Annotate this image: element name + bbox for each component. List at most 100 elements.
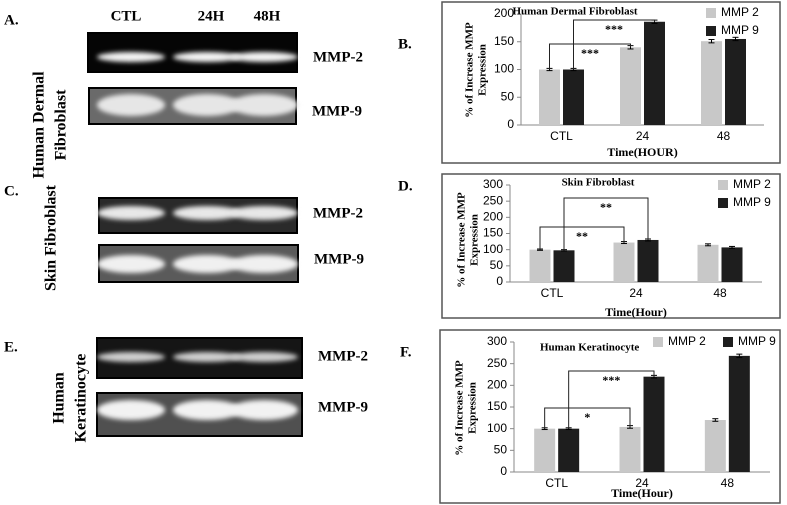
- x-tick-label: CTL: [545, 476, 568, 490]
- significance-bracket: [544, 407, 631, 429]
- bar: [728, 355, 750, 472]
- error-bar: [705, 243, 711, 247]
- y-tick-label: 100: [487, 421, 507, 435]
- error-bar: [736, 353, 743, 359]
- legend-label: MMP 2: [668, 334, 706, 348]
- legend-label: MMP 9: [733, 195, 771, 209]
- y-tick-label: 150: [487, 399, 507, 413]
- error-bar: [732, 36, 739, 42]
- y-tick-label: 150: [483, 226, 503, 240]
- error-bar: [708, 39, 715, 44]
- y-tick-label: 50: [490, 258, 504, 272]
- gel-band: [230, 255, 298, 273]
- gel-band: [97, 94, 165, 116]
- y-tick-label: 300: [487, 334, 507, 348]
- gel-band: [97, 52, 165, 62]
- x-tick-label: 48: [717, 129, 731, 143]
- x-tick-label: 24: [636, 129, 650, 143]
- legend-swatch: [718, 198, 728, 208]
- legend-swatch: [723, 337, 733, 347]
- gel-band: [173, 400, 241, 420]
- panel-label: C.: [4, 183, 19, 199]
- gel-band: [173, 206, 241, 220]
- cell-type-label: Skin Fibroblast: [43, 184, 60, 291]
- cell-type-label: Fibroblast: [53, 89, 70, 161]
- y-axis-label: Expression: [469, 214, 481, 266]
- gel-band: [173, 94, 241, 116]
- panel-label: A.: [4, 12, 19, 28]
- chart-frame: [441, 173, 781, 319]
- bar: [558, 428, 580, 472]
- bar: [539, 69, 560, 125]
- x-axis-label: Time(Hour): [605, 305, 667, 319]
- gel-band: [97, 352, 165, 362]
- gel-band: [97, 206, 165, 220]
- bar: [721, 247, 743, 282]
- gel-band: [173, 255, 241, 273]
- panel-label: F.: [400, 344, 412, 360]
- gel-band: [230, 206, 298, 220]
- y-tick-label: 300: [483, 177, 503, 191]
- panel-label: E.: [4, 339, 18, 355]
- band-label: MMP-2: [313, 49, 363, 65]
- significance-bracket: [549, 43, 631, 70]
- bar: [534, 428, 556, 472]
- band-label: MMP-9: [314, 251, 364, 267]
- significance-bracket: [573, 19, 655, 70]
- bar: [619, 426, 641, 472]
- y-axis-label: % of Increase MMP: [464, 22, 476, 118]
- gel-band: [230, 52, 298, 62]
- x-tick-label: 24: [635, 476, 649, 490]
- cell-type-label: Human Dermal: [31, 71, 48, 179]
- y-axis-label: % of Increase MMP: [454, 360, 466, 456]
- x-tick-label: CTL: [541, 286, 564, 300]
- y-tick-label: 50: [494, 443, 508, 457]
- bar: [563, 69, 584, 125]
- band-label: MMP-2: [318, 348, 368, 364]
- gel-band: [173, 352, 241, 362]
- cell-type-label: Human: [51, 372, 68, 424]
- y-tick-label: 0: [496, 274, 503, 288]
- bar: [643, 376, 665, 472]
- gel-band: [97, 400, 165, 420]
- significance-label: ***: [605, 22, 623, 36]
- chart-title: Skin Fibroblast: [562, 177, 635, 189]
- gel-band: [173, 52, 241, 62]
- bar: [644, 21, 665, 125]
- legend-swatch: [653, 337, 663, 347]
- legend-label: MMP 2: [733, 177, 771, 191]
- bar: [704, 420, 726, 472]
- y-axis-label: % of Increase MMP: [456, 192, 468, 288]
- significance-label: ***: [602, 373, 620, 387]
- gel-band: [230, 352, 298, 362]
- legend-swatch: [706, 26, 716, 36]
- chart-frame: [439, 329, 781, 504]
- significance-bracket: [539, 226, 625, 250]
- legend-label: MMP 9: [738, 334, 776, 348]
- y-tick-label: 200: [483, 210, 503, 224]
- bar: [697, 244, 719, 282]
- x-tick-label: 48: [721, 476, 735, 490]
- significance-bracket: [563, 197, 649, 251]
- significance-label: ***: [581, 46, 599, 60]
- gel-band: [230, 400, 298, 420]
- bar: [725, 38, 746, 125]
- legend-label: MMP 9: [721, 23, 759, 37]
- gel-band: [230, 94, 298, 116]
- x-tick-label: 24: [629, 286, 643, 300]
- bar: [529, 249, 551, 282]
- panel-label: D.: [398, 178, 413, 194]
- bar: [553, 250, 575, 282]
- lane-label: 24H: [198, 8, 225, 24]
- x-axis-label: Time(HOUR): [607, 145, 677, 159]
- y-tick-label: 150: [494, 34, 514, 48]
- bar: [620, 47, 641, 125]
- band-label: MMP-9: [318, 399, 368, 415]
- y-tick-label: 0: [500, 464, 507, 478]
- y-tick-label: 200: [494, 6, 514, 20]
- legend-swatch: [718, 180, 728, 190]
- band-label: MMP-2: [313, 205, 363, 221]
- bar: [637, 239, 659, 282]
- bar: [613, 242, 635, 282]
- bar: [701, 41, 722, 125]
